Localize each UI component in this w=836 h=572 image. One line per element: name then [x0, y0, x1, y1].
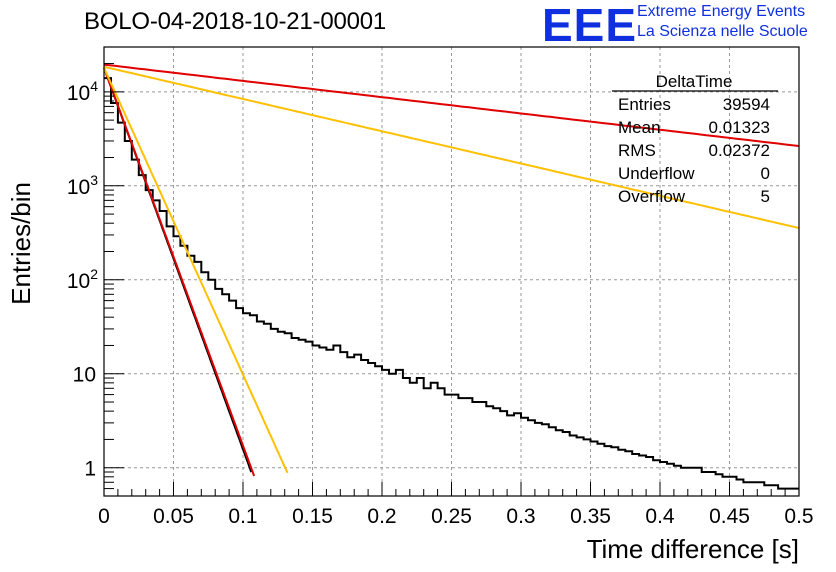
- stats-row-label: Overflow: [618, 187, 686, 206]
- logo-caption-line1: Extreme Energy Events: [637, 3, 806, 20]
- x-tick-label: 0.15: [292, 505, 333, 528]
- fit-curves: [103, 63, 800, 477]
- y-tick-label: 102: [67, 266, 98, 293]
- fit-curve: [103, 67, 256, 477]
- x-axis-label: Time difference [s]: [587, 534, 799, 564]
- stats-row-label: RMS: [618, 141, 656, 160]
- histogram-outline: [104, 77, 799, 490]
- histogram-title: BOLO-04-2018-10-21-00001: [84, 8, 387, 35]
- x-tick-label: 0.45: [709, 505, 750, 528]
- logo-caption-line2: La Scienza nelle Scuole: [637, 23, 808, 40]
- stats-row-value: 0.02372: [709, 141, 770, 160]
- x-tick-label: 0.5: [784, 505, 813, 528]
- stats-row-value: 0.01323: [709, 118, 770, 137]
- x-tick-labels: 0 0.05 0.1 0.15 0.2 0.25 0.3 0.35 0.4 0.45 0.5: [98, 505, 813, 528]
- y-tick-label: 10: [73, 364, 96, 387]
- stats-row-label: Underflow: [618, 164, 695, 183]
- fit-curve: [103, 65, 800, 229]
- y-tick-label: 104: [67, 78, 98, 105]
- stats-row-value: 39594: [723, 95, 770, 114]
- stats-row-value: 0: [761, 164, 770, 183]
- fit-curve: [103, 63, 800, 147]
- y-axis-label: Entries/bin: [6, 182, 36, 305]
- stats-row-label: Mean: [618, 118, 661, 137]
- axis-ticks: [103, 46, 800, 497]
- grid-lines: [104, 47, 799, 496]
- stats-row-value: 5: [761, 187, 770, 206]
- stats-box: DeltaTime Entries 39594 Mean 0.01323 RMS 0.02…: [612, 72, 778, 206]
- histogram: [104, 77, 799, 490]
- stats-box-rows: Entries 39594 Mean 0.01323 RMS 0.02372 Underfl…: [618, 95, 770, 206]
- y-tick-label: 1: [84, 458, 96, 481]
- stats-box-name: DeltaTime: [656, 72, 733, 91]
- x-tick-label: 0.4: [645, 505, 675, 528]
- fit-curve: [103, 67, 289, 474]
- x-tick-label: 0.3: [506, 505, 535, 528]
- x-tick-label: 0.25: [431, 505, 472, 528]
- x-tick-label: 0.35: [570, 505, 611, 528]
- eee-logo: EEE: [542, 0, 638, 51]
- x-tick-label: 0.2: [367, 505, 396, 528]
- logo-caption: Extreme Energy Events La Scienza nelle S…: [637, 2, 808, 42]
- stats-row-label: Entries: [618, 95, 671, 114]
- x-tick-label: 0.05: [153, 505, 194, 528]
- x-tick-label: 0.1: [228, 505, 257, 528]
- y-tick-labels: 1 10 102 103 104: [67, 78, 98, 481]
- x-tick-label: 0: [98, 505, 110, 528]
- y-tick-label: 103: [67, 172, 98, 199]
